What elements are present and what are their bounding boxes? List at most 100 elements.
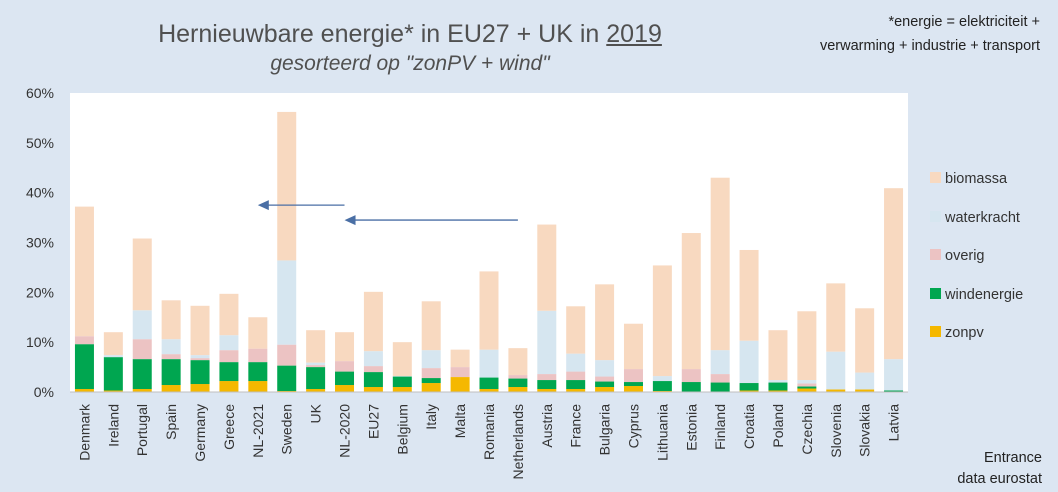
bar-segment-windenergie xyxy=(884,390,904,392)
legend-swatch-overig xyxy=(930,249,941,260)
bar-segment-zonpv xyxy=(306,389,326,392)
bar-segment-overig xyxy=(537,374,557,381)
bar-segment-windenergie xyxy=(508,378,528,388)
bar-segment-windenergie xyxy=(479,377,499,390)
bar-segment-overig xyxy=(161,354,181,360)
bar-segment-windenergie xyxy=(277,365,297,392)
bar-segment-windenergie xyxy=(537,380,557,390)
bar-segment-zonpv xyxy=(103,390,123,392)
bar-segment-biomassa xyxy=(537,224,557,311)
bar-segment-zonpv xyxy=(190,384,210,392)
legend-label-biomassa: biomassa xyxy=(945,171,1008,187)
bar-segment-zonpv xyxy=(335,385,355,392)
y-tick-label: 40% xyxy=(26,185,54,201)
bar-segment-biomassa xyxy=(739,249,759,341)
bar-segment-waterkracht xyxy=(884,359,904,391)
bar-segment-waterkracht xyxy=(421,350,441,369)
y-tick-label: 60% xyxy=(26,85,54,101)
bar-segment-windenergie xyxy=(652,381,672,392)
bar-segment-biomassa xyxy=(306,330,326,363)
bar-segment-biomassa xyxy=(595,284,615,361)
bar-segment-windenergie xyxy=(161,359,181,386)
bar-segment-overig xyxy=(277,344,297,366)
x-tick-label: Finland xyxy=(712,404,728,450)
x-tick-label: NL-2020 xyxy=(337,404,353,458)
bar-segment-zonpv xyxy=(623,386,643,392)
y-tick-label: 30% xyxy=(26,235,54,251)
bar-segment-zonpv xyxy=(450,377,470,392)
bar-segment-biomassa xyxy=(74,206,94,337)
bar-segment-overig xyxy=(508,375,528,379)
footnote-line-2: verwarming + industrie + transport xyxy=(819,38,1040,54)
x-tick-label: Netherlands xyxy=(510,404,526,480)
bar-segment-waterkracht xyxy=(479,349,499,378)
x-tick-label: Spain xyxy=(163,404,179,440)
bar-segment-windenergie xyxy=(335,371,355,386)
bar-segment-windenergie xyxy=(595,381,615,388)
x-tick-label: Greece xyxy=(221,404,237,450)
bar-segment-zonpv xyxy=(161,385,181,392)
x-tick-label: Croatia xyxy=(741,404,757,449)
bar-segment-zonpv xyxy=(566,389,586,392)
x-tick-label: Denmark xyxy=(76,403,92,461)
y-tick-label: 50% xyxy=(26,135,54,151)
bar-segment-biomassa xyxy=(826,283,846,352)
bar-segment-biomassa xyxy=(884,188,904,360)
legend-swatch-waterkracht xyxy=(930,211,941,222)
bar-segment-waterkracht xyxy=(855,372,875,390)
bar-segment-overig xyxy=(681,369,701,383)
x-tick-label: NL-2021 xyxy=(250,404,266,458)
legend-label-windenergie: windenergie xyxy=(944,287,1023,303)
bar-segment-overig xyxy=(219,350,239,363)
bar-segment-waterkracht xyxy=(277,260,297,345)
bar-segment-biomassa xyxy=(277,111,297,261)
bar-segment-waterkracht xyxy=(161,339,181,355)
bar-segment-waterkracht xyxy=(768,380,788,383)
bar-segment-overig xyxy=(450,367,470,378)
legend-swatch-biomassa xyxy=(930,172,941,183)
chart-title-text: Hernieuwbare energie* in EU27 + UK in xyxy=(158,20,607,48)
x-tick-label: France xyxy=(568,404,584,448)
bar-segment-zonpv xyxy=(74,389,94,392)
annotation-arrow-head xyxy=(344,215,356,226)
bar-segment-biomassa xyxy=(248,317,268,349)
x-tick-label: Slovenia xyxy=(828,404,844,458)
x-tick-label: Lithuania xyxy=(654,404,670,461)
bar-segment-biomassa xyxy=(508,348,528,376)
bar-segment-zonpv xyxy=(248,381,268,392)
bar-segment-windenergie xyxy=(681,382,701,392)
bar-segment-zonpv xyxy=(768,390,788,392)
bar-segment-windenergie xyxy=(797,386,817,389)
legend-label-zonpv: zonpv xyxy=(945,325,984,341)
x-tick-label: Latvia xyxy=(886,404,902,442)
bar-segment-zonpv xyxy=(797,388,817,392)
bar-segment-waterkracht xyxy=(797,380,817,384)
bar-segment-waterkracht xyxy=(363,351,383,367)
chart-subtitle: gesorteerd op "zonPV + wind" xyxy=(270,52,550,75)
legend-swatch-zonpv xyxy=(930,326,941,337)
bar-segment-waterkracht xyxy=(537,310,557,375)
chart-title-year: 2019 xyxy=(606,20,662,48)
bar-segment-biomassa xyxy=(710,177,730,351)
bar-segment-zonpv xyxy=(508,387,528,392)
bar-segment-windenergie xyxy=(710,382,730,392)
x-tick-label: Ireland xyxy=(105,404,121,447)
bar-segment-biomassa xyxy=(421,301,441,351)
y-tick-label: 10% xyxy=(26,334,54,350)
bar-segment-zonpv xyxy=(363,387,383,392)
x-tick-label: Italy xyxy=(423,404,439,430)
x-tick-label: Estonia xyxy=(683,404,699,451)
bar-segment-biomassa xyxy=(219,293,239,336)
bar-segment-zonpv xyxy=(537,389,557,392)
x-tick-label: Slovakia xyxy=(857,404,873,457)
bar-segment-biomassa xyxy=(450,349,470,368)
footnote-line-1: *energie = elektriciteit + xyxy=(888,14,1040,30)
bar-segment-biomassa xyxy=(161,300,181,340)
bar-segment-biomassa xyxy=(623,323,643,370)
bar-segment-windenergie xyxy=(768,382,788,391)
bar-segment-overig xyxy=(248,348,268,363)
x-tick-label: Cyprus xyxy=(625,404,641,448)
bar-segment-biomassa xyxy=(566,306,586,354)
